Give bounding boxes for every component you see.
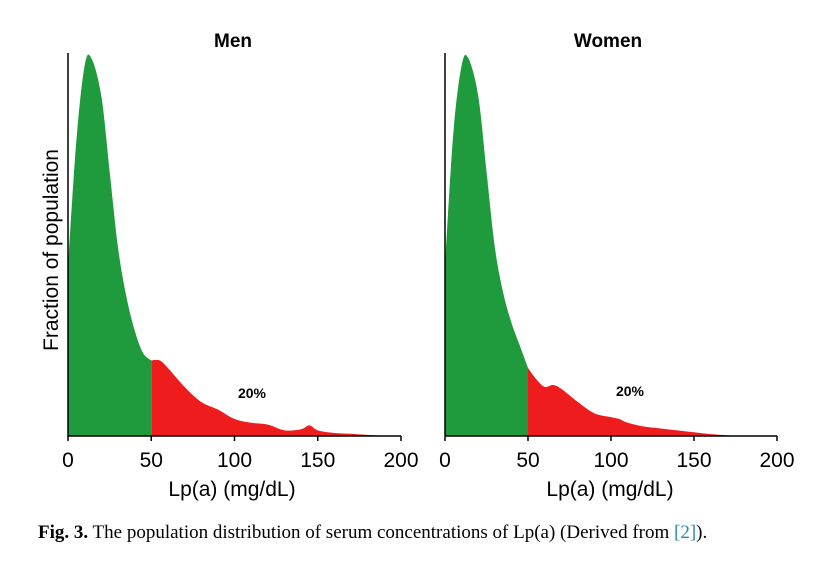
chart-men-xtick-label-100: 100 xyxy=(217,449,252,472)
chart-men-title: Men xyxy=(214,31,252,52)
chart-men-xtick-label-50: 50 xyxy=(140,449,163,472)
chart-women-xtick-label-100: 100 xyxy=(593,449,628,472)
chart-women-title: Women xyxy=(574,31,642,52)
caption-lead: Fig. 3. xyxy=(38,522,89,543)
chart-women-area-below-threshold xyxy=(445,54,528,436)
chart-women-xtick-label-0: 0 xyxy=(439,449,451,472)
chart-men-marks xyxy=(68,54,401,436)
chart-women: Women 0 50 100 150 200 20% Lp(a) (mg/dL) xyxy=(439,31,794,501)
chart-women-xlabel: Lp(a) (mg/dL) xyxy=(546,478,673,501)
chart-women-xtick-label-200: 200 xyxy=(759,449,794,472)
chart-women-area-above-threshold xyxy=(528,367,777,437)
chart-women-annotation: 20% xyxy=(616,383,645,399)
chart-men-annotation: 20% xyxy=(238,385,267,401)
caption-tail: ). xyxy=(696,522,708,543)
chart-men-ylabel: Fraction of population xyxy=(40,149,63,351)
chart-women-ticks: 0 50 100 150 200 xyxy=(439,436,795,472)
chart-men-area-above-threshold xyxy=(151,359,401,436)
chart-men-area-below-threshold xyxy=(68,54,152,436)
chart-men-xtick-label-200: 200 xyxy=(383,449,418,472)
chart-women-marks xyxy=(445,54,777,437)
chart-men-ticks: 0 50 100 150 200 xyxy=(62,436,419,472)
caption-text: The population distribution of serum con… xyxy=(88,522,674,543)
chart-men: Men 0 50 100 150 200 20% Lp(a) (mg/dL) Fract… xyxy=(40,31,419,501)
figure-caption: Fig. 3. The population distribution of s… xyxy=(38,522,818,544)
caption-ref-link[interactable]: [2] xyxy=(674,522,697,543)
chart-men-xtick-label-150: 150 xyxy=(300,449,335,472)
chart-men-xlabel: Lp(a) (mg/dL) xyxy=(168,478,295,501)
chart-men-xtick-label-0: 0 xyxy=(62,449,74,472)
chart-women-xtick-label-150: 150 xyxy=(676,449,711,472)
chart-women-xtick-label-50: 50 xyxy=(516,449,539,472)
